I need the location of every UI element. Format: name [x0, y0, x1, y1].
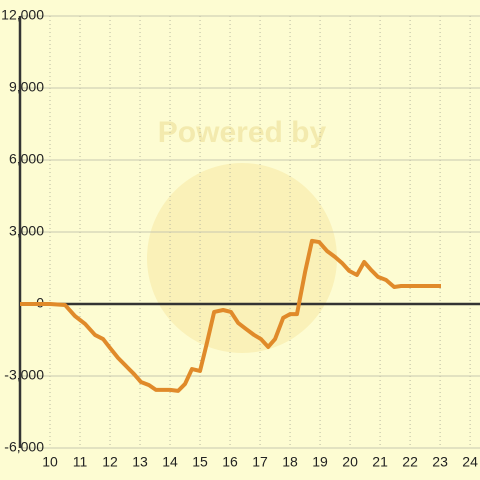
data-line — [20, 238, 441, 393]
x-tick-label: 11 — [73, 454, 88, 470]
x-tick-label: 23 — [432, 454, 448, 470]
y-tick-label: -3,000 — [4, 367, 44, 383]
y-tick-label: 6,000 — [9, 151, 44, 167]
x-tick-label: 16 — [222, 454, 238, 470]
y-tick-label: 9,000 — [9, 79, 44, 95]
y-tick-label: 12,000 — [1, 7, 44, 23]
x-tick-label: 19 — [312, 454, 328, 470]
x-tick-label: 24 — [462, 454, 478, 470]
x-tick-label: 13 — [132, 454, 148, 470]
y-tick-label: -6,000 — [4, 439, 44, 455]
x-tick-label: 17 — [252, 454, 268, 470]
watermark-logo — [147, 163, 337, 353]
watermark: Powered by — [158, 116, 327, 149]
x-tick-label: 18 — [282, 454, 298, 470]
x-tick-label: 21 — [372, 454, 388, 470]
x-tick-label: 15 — [192, 454, 208, 470]
x-tick-label: 12 — [102, 454, 118, 470]
x-tick-label: 20 — [342, 454, 358, 470]
x-tick-label: 22 — [402, 454, 418, 470]
y-tick-label: 3,000 — [9, 223, 44, 239]
x-tick-label: 10 — [42, 454, 58, 470]
x-tick-label: 14 — [162, 454, 178, 470]
